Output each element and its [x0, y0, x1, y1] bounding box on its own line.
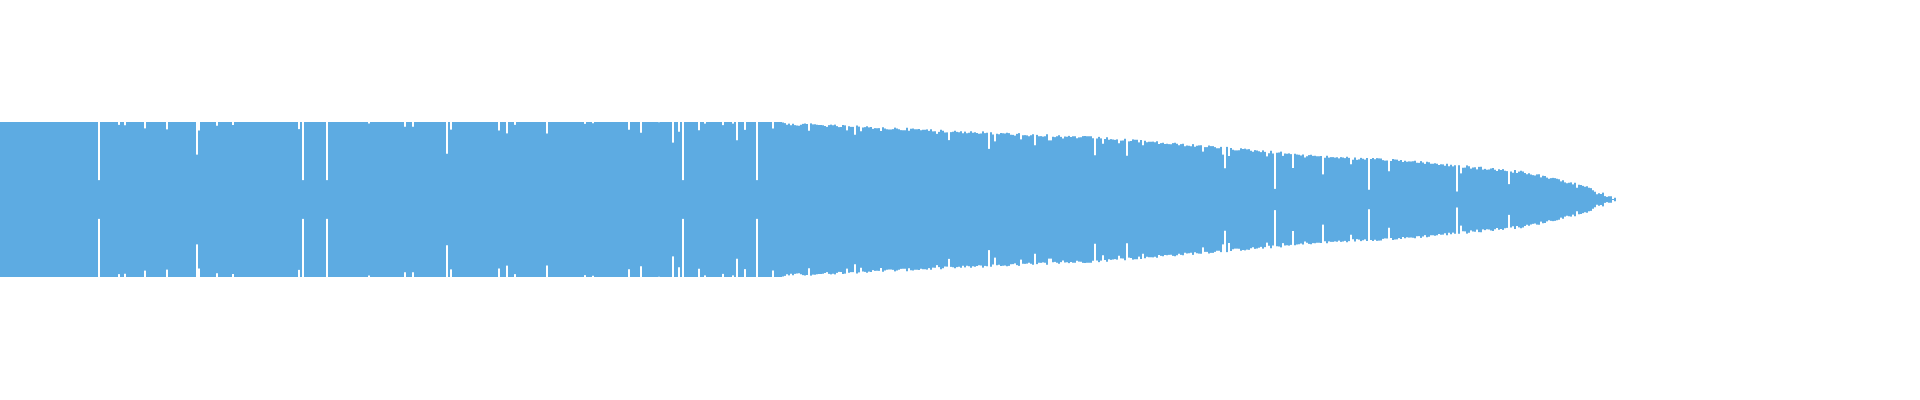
waveform-shape [0, 122, 1616, 277]
